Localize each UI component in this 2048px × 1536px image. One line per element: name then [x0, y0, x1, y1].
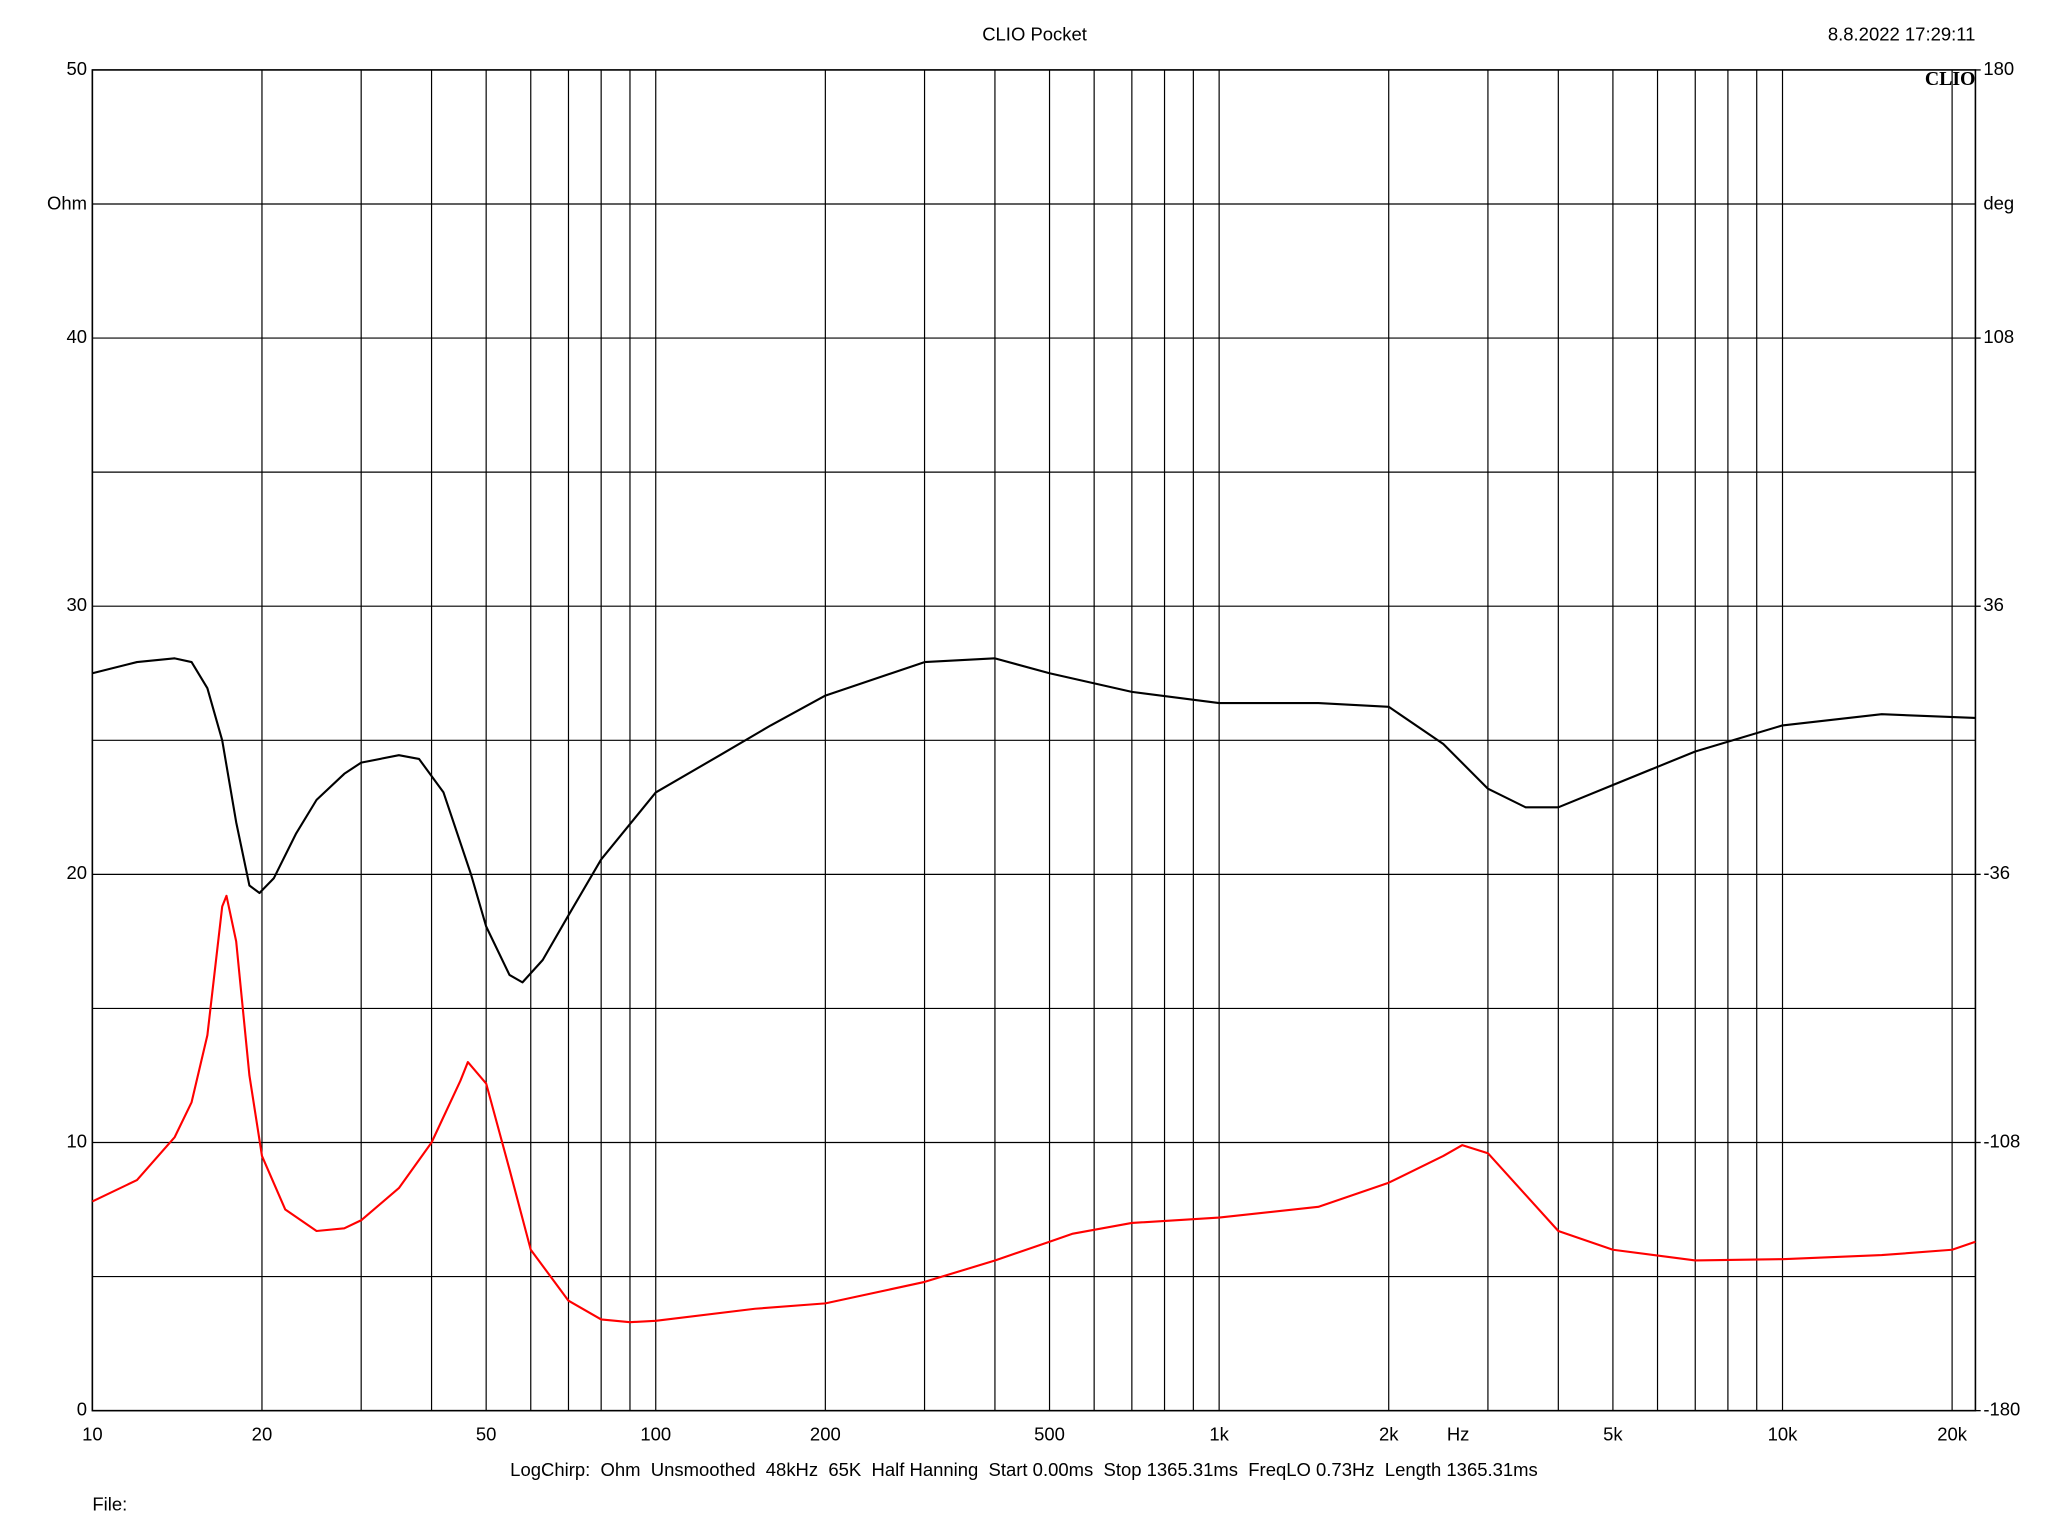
x-tick-label: 50 — [476, 1424, 497, 1445]
y-axis-label: Ohm — [47, 192, 87, 213]
x-tick-label: 2k — [1379, 1424, 1399, 1445]
y-tick-label: 0 — [77, 1399, 87, 1420]
x-tick-label: 100 — [640, 1424, 671, 1445]
x-tick-label: 5k — [1603, 1424, 1623, 1445]
x-tick-label: 10 — [82, 1424, 103, 1445]
plot-frame — [91, 69, 1977, 1412]
x-tick-label: 200 — [810, 1424, 841, 1445]
y2-tick-label: -180 — [1983, 1399, 2020, 1420]
y2-axis-label: deg — [1983, 192, 2014, 213]
logo: CLIO — [1925, 68, 1976, 90]
file-label: File: — [92, 1494, 127, 1515]
x-tick-label: 10k — [1768, 1424, 1799, 1445]
y-tick-label: 10 — [67, 1130, 88, 1151]
y-tick-label: 40 — [67, 326, 88, 347]
chart-title: CLIO Pocket — [982, 24, 1087, 45]
x-tick-label: 20 — [252, 1424, 273, 1445]
y-tick-label: 30 — [67, 594, 88, 615]
y2-tick-label: 108 — [1983, 326, 2014, 347]
y-tick-label: 50 — [67, 58, 88, 79]
y2-tick-label: -108 — [1983, 1130, 2020, 1151]
y2-tick-label: 180 — [1983, 58, 2014, 79]
y2-tick-label: -36 — [1983, 862, 2010, 883]
y2-tick-label: 36 — [1983, 594, 2004, 615]
x-axis-label: Hz — [1447, 1424, 1470, 1445]
series-line — [91, 894, 1976, 1324]
x-tick-label: 1k — [1209, 1424, 1229, 1445]
settings: LogChirp: Ohm Unsmoothed 48kHz 65K Half … — [510, 1459, 1538, 1480]
y-tick-label: 20 — [67, 862, 88, 883]
x-tick-label: 500 — [1034, 1424, 1065, 1445]
x-tick-label: 20k — [1937, 1424, 1968, 1445]
date: 8.8.2022 17:29:11 — [1828, 24, 1976, 45]
series-line — [92, 657, 1976, 984]
